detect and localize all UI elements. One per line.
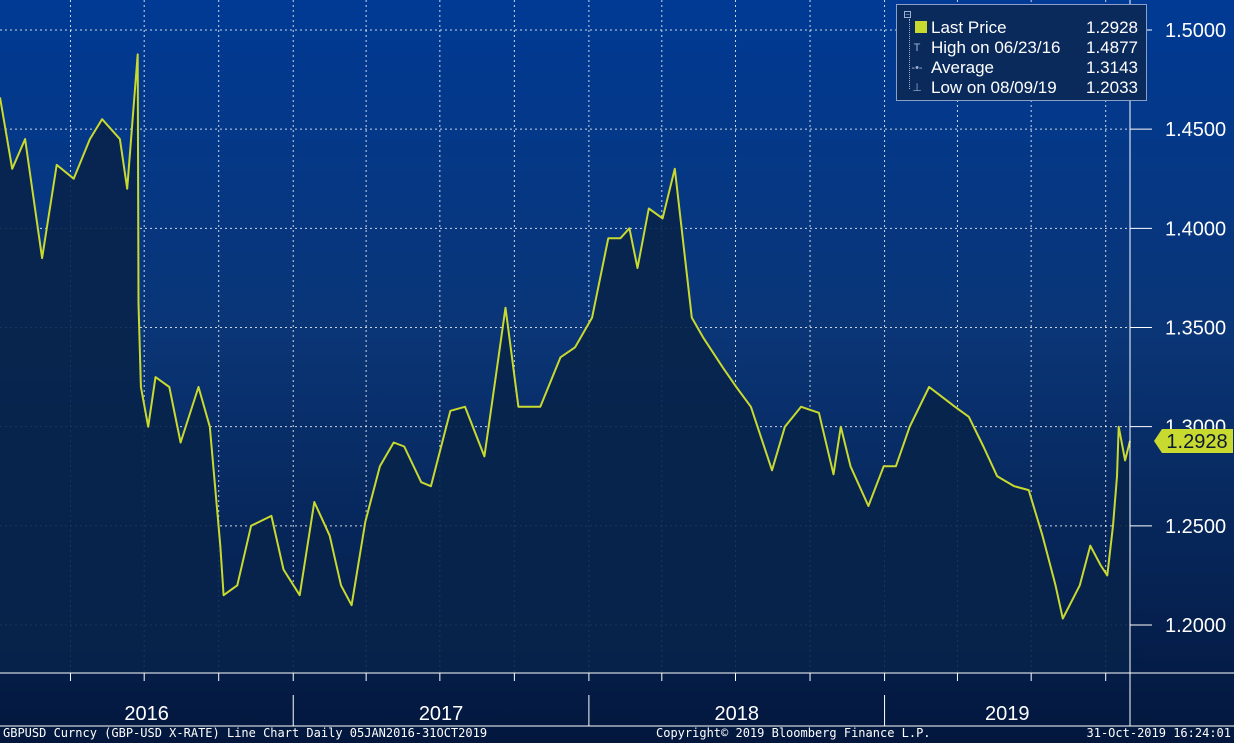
legend-value: 1.2033: [1086, 78, 1138, 97]
footer-chart-description: GBPUSD Curncy (GBP-USD X-RATE) Line Char…: [3, 726, 488, 740]
footer-copyright: Copyright© 2019 Bloomberg Finance L.P.: [656, 726, 931, 740]
high-marker-icon: T: [913, 42, 921, 54]
legend-label: Low on 08/09/19: [931, 78, 1057, 97]
legend-label: Last Price: [931, 18, 1007, 37]
last-price-tag: [1154, 428, 1233, 453]
collapse-icon[interactable]: −: [904, 10, 911, 19]
legend-row-last-price: Last Price 1.2928: [897, 18, 1146, 38]
price-line: [0, 53, 1131, 620]
legend-label: Average: [931, 58, 995, 77]
legend-row-low: ⊥ Low on 08/09/19 1.2033: [897, 78, 1146, 98]
last-price-tag-label: 1.2928: [1166, 431, 1227, 453]
y-tick-label: 1.4500: [1165, 119, 1226, 141]
legend-value: 1.2928: [1086, 18, 1138, 37]
legend-value: 1.3143: [1086, 58, 1138, 77]
price-area-fill: [0, 54, 1130, 673]
legend-row-high: T High on 06/23/16 1.4877: [897, 38, 1146, 58]
x-tick-label: 2016: [124, 703, 169, 725]
legend-row-average: -•- Average 1.3143: [897, 58, 1146, 78]
x-tick-label: 2017: [419, 703, 464, 725]
average-marker-icon: -•-: [911, 62, 923, 74]
x-tick-label: 2018: [714, 703, 759, 725]
x-tick-label: 2019: [985, 703, 1030, 725]
legend: − Last Price 1.2928 T High on 06/23/16 1…: [896, 4, 1147, 101]
y-tick-label: 1.2500: [1165, 516, 1226, 538]
footer-timestamp: 31-Oct-2019 16:24:01: [1086, 726, 1232, 740]
y-tick-label: 1.5000: [1165, 20, 1226, 42]
y-tick-label: 1.4000: [1165, 218, 1226, 240]
legend-tree-line: [909, 19, 911, 89]
last-price-swatch-icon: [915, 21, 927, 33]
legend-value: 1.4877: [1086, 38, 1138, 57]
y-tick-label: 1.2000: [1165, 615, 1226, 637]
low-marker-icon: ⊥: [912, 82, 922, 94]
legend-label: High on 06/23/16: [931, 38, 1061, 57]
y-tick-label: 1.3500: [1165, 318, 1226, 340]
